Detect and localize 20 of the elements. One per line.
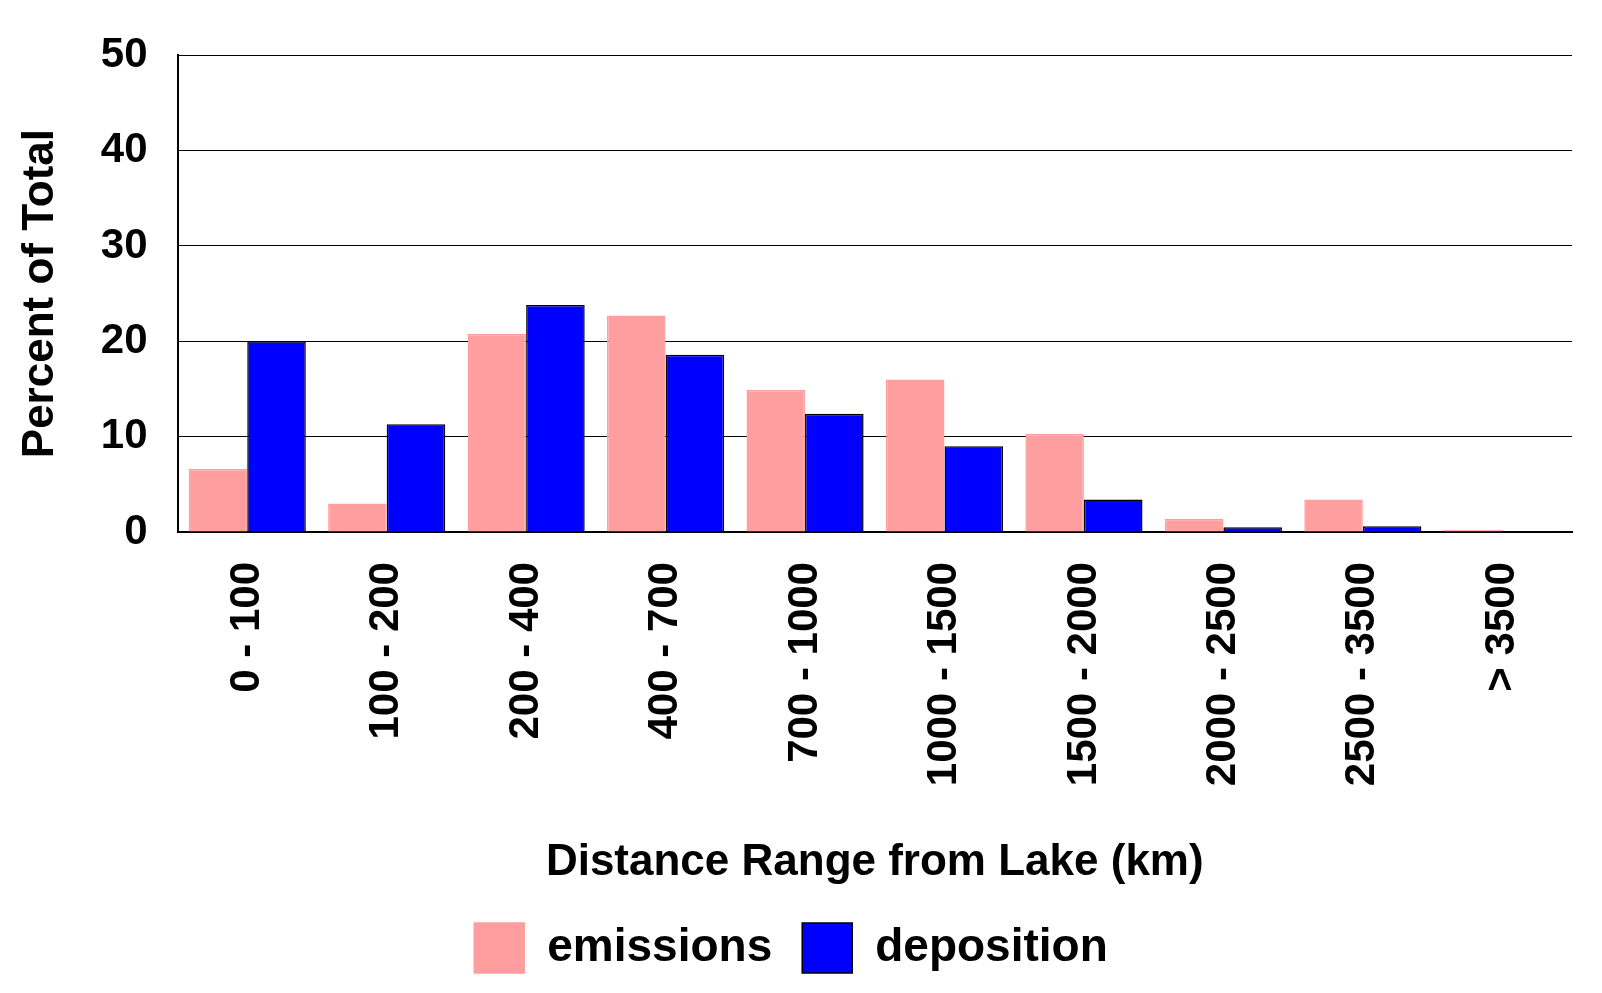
x-tick-label: > 3500 xyxy=(1475,562,1523,692)
y-tick-label: 50 xyxy=(100,28,148,76)
x-tick-label: 700 - 1000 xyxy=(778,562,826,763)
y-tick-label: 0 xyxy=(124,505,148,553)
y-tick-label: 10 xyxy=(100,410,148,458)
y-tick-label: 30 xyxy=(100,219,148,267)
x-tick-label: 2500 - 3500 xyxy=(1336,562,1384,787)
legend-label: deposition xyxy=(875,918,1108,971)
x-tick-label: 2000 - 2500 xyxy=(1196,562,1244,787)
x-tick-label: 1000 - 1500 xyxy=(918,562,966,787)
x-axis-title: Distance Range from Lake (km) xyxy=(545,834,1204,884)
x-tick-label: 100 - 200 xyxy=(360,562,408,740)
x-tick-label: 1500 - 2000 xyxy=(1057,562,1105,787)
y-tick-label: 40 xyxy=(100,124,148,172)
x-tick-label: 0 - 100 xyxy=(220,562,268,693)
legend-label: emissions xyxy=(547,918,773,971)
y-axis-title: Percent of Total xyxy=(12,128,62,459)
x-tick-label: 400 - 700 xyxy=(639,562,687,740)
x-tick-label: 200 - 400 xyxy=(499,562,547,740)
y-tick-label: 20 xyxy=(100,314,148,362)
